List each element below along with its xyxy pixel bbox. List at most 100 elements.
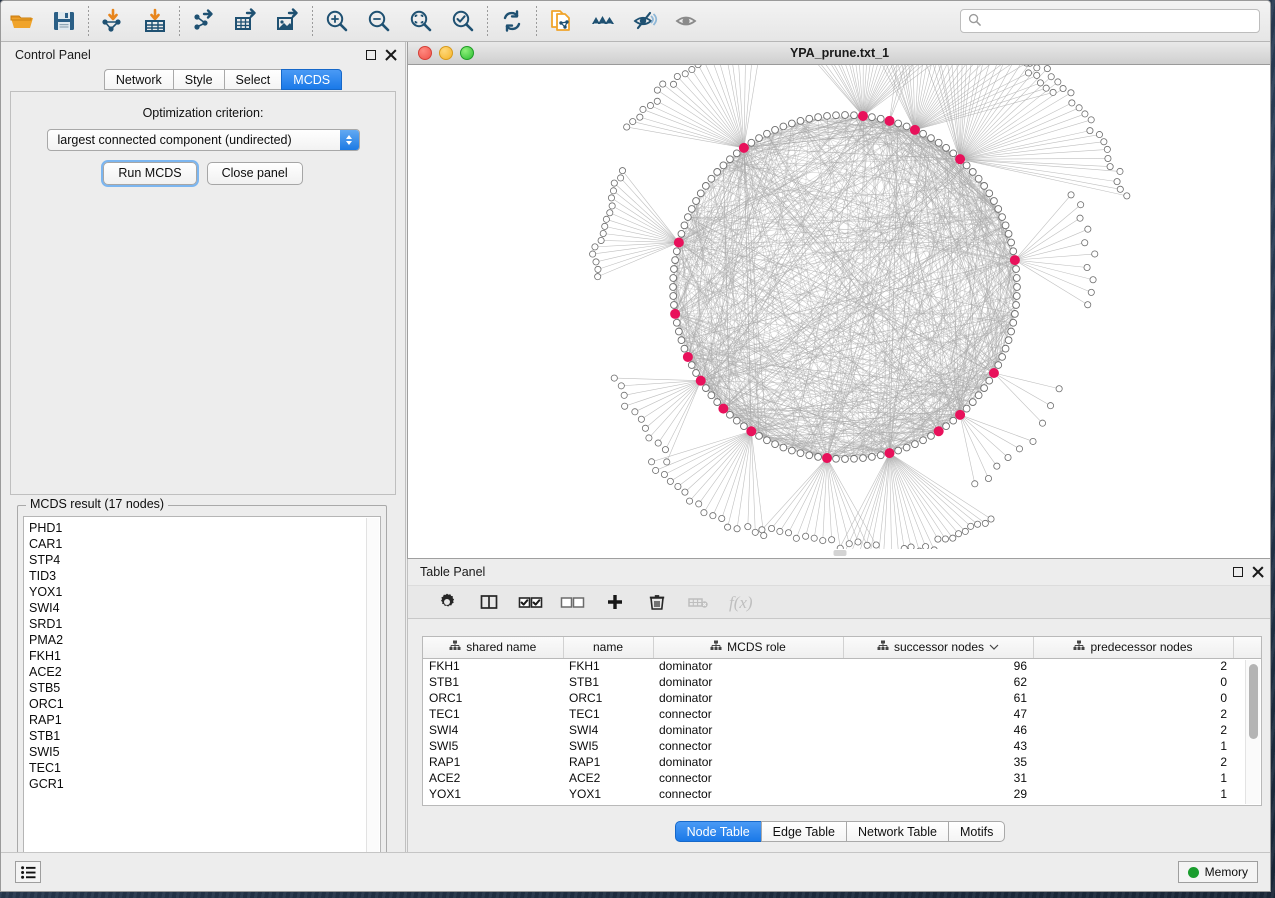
network-node[interactable] <box>962 161 971 170</box>
network-node[interactable] <box>726 410 734 419</box>
network-node[interactable] <box>1091 250 1099 258</box>
network-node[interactable] <box>902 443 911 452</box>
save-icon[interactable] <box>43 1 85 41</box>
network-node[interactable] <box>707 391 716 400</box>
network-node[interactable] <box>680 344 689 353</box>
network-node[interactable] <box>747 138 756 147</box>
network-node[interactable] <box>863 541 871 549</box>
task-list-icon[interactable] <box>15 861 41 883</box>
network-node[interactable] <box>695 500 703 508</box>
tab-motifs[interactable]: Motifs <box>947 820 1006 842</box>
network-node[interactable] <box>674 482 682 490</box>
network-node[interactable] <box>1023 65 1030 67</box>
network-node[interactable] <box>713 398 722 406</box>
network-node[interactable] <box>805 451 814 460</box>
import-table-icon[interactable] <box>134 1 176 41</box>
column-header-predecessor-nodes[interactable]: predecessor nodes <box>1033 637 1234 659</box>
zoom-fit-icon[interactable] <box>400 1 442 41</box>
column-header-successor-nodes[interactable]: successor nodes <box>843 637 1034 659</box>
network-node[interactable] <box>686 497 694 505</box>
network-node[interactable] <box>984 474 992 482</box>
sort-descending-icon[interactable] <box>989 640 999 654</box>
network-node[interactable] <box>779 443 788 452</box>
network-node[interactable] <box>1012 274 1021 282</box>
network-node[interactable] <box>621 402 629 410</box>
column-header-name[interactable]: name <box>563 637 654 659</box>
split-columns-icon[interactable] <box>468 586 510 618</box>
network-node[interactable] <box>601 222 609 230</box>
network-node[interactable] <box>845 540 853 548</box>
network-node[interactable] <box>1084 301 1092 309</box>
network-node[interactable] <box>744 523 752 531</box>
network-node[interactable] <box>677 336 686 345</box>
network-node[interactable] <box>659 80 667 88</box>
network-node[interactable] <box>755 432 763 440</box>
network-node[interactable] <box>623 123 631 131</box>
mcds-result-scrollbar[interactable] <box>366 518 379 871</box>
network-node[interactable] <box>828 536 836 544</box>
network-node[interactable] <box>1029 437 1037 445</box>
network-node[interactable] <box>949 149 958 158</box>
network-node[interactable] <box>609 187 617 195</box>
close-panel-button[interactable]: Close panel <box>206 162 303 185</box>
network-node[interactable] <box>876 114 885 123</box>
network-node-selected[interactable] <box>718 403 729 414</box>
network-node[interactable] <box>681 70 689 78</box>
network-node[interactable] <box>859 454 867 462</box>
network-node[interactable] <box>648 458 656 466</box>
network-node[interactable] <box>974 391 983 400</box>
network-node[interactable] <box>949 416 958 425</box>
network-node[interactable] <box>894 119 903 128</box>
network-node[interactable] <box>810 534 818 542</box>
network-node-selected[interactable] <box>955 409 966 420</box>
network-node[interactable] <box>934 138 943 147</box>
network-node[interactable] <box>653 86 661 94</box>
network-node[interactable] <box>1084 225 1092 233</box>
import-network-icon[interactable] <box>92 1 134 41</box>
network-node-selected[interactable] <box>988 367 999 378</box>
network-node[interactable] <box>785 529 793 537</box>
network-node[interactable] <box>980 182 989 190</box>
network-node[interactable] <box>607 194 615 202</box>
network-node[interactable] <box>1087 116 1095 124</box>
tab-network[interactable]: Network <box>103 69 173 90</box>
mcds-result-item[interactable]: CAR1 <box>29 537 63 551</box>
network-node[interactable] <box>675 327 683 336</box>
network-node[interactable] <box>949 534 957 542</box>
network-node[interactable] <box>919 129 927 138</box>
network-node[interactable] <box>692 197 700 205</box>
network-node[interactable] <box>927 134 935 142</box>
mcds-result-list[interactable]: PHD1 CAR1 STP4 TID3 YOX1 SWI4 SRD1 PMA2 FKH1 ACE2… <box>23 516 381 873</box>
network-node[interactable] <box>696 189 705 198</box>
network-node-selected[interactable] <box>682 351 693 362</box>
network-node[interactable] <box>1009 247 1018 256</box>
tab-style[interactable]: Style <box>172 69 224 90</box>
network-node[interactable] <box>1042 84 1050 92</box>
network-node-selected[interactable] <box>670 308 681 319</box>
network-node[interactable] <box>1043 65 1051 73</box>
table-vertical-scrollbar[interactable] <box>1245 660 1260 804</box>
mcds-result-item[interactable]: RAP1 <box>29 713 62 727</box>
network-node[interactable] <box>1047 73 1055 81</box>
table-row[interactable]: PHD1PHD1dominator180 <box>423 802 1261 805</box>
network-node[interactable] <box>771 126 779 134</box>
network-node[interactable] <box>763 129 771 138</box>
network-node[interactable] <box>934 535 942 543</box>
network-node[interactable] <box>1076 214 1084 222</box>
network-node-selected[interactable] <box>909 124 920 135</box>
table-row[interactable]: RAP1 RAP1 dominator 35 2 <box>423 754 1261 770</box>
network-node[interactable] <box>998 353 1006 361</box>
maximize-window-button[interactable] <box>460 46 474 60</box>
network-node[interactable] <box>755 134 763 142</box>
network-node[interactable] <box>594 265 602 273</box>
column-header-shared-name[interactable]: shared name <box>423 637 564 659</box>
network-node[interactable] <box>961 527 969 535</box>
network-node[interactable] <box>987 515 995 523</box>
network-node[interactable] <box>751 528 759 536</box>
network-node[interactable] <box>687 205 696 213</box>
network-node[interactable] <box>618 167 626 175</box>
table-row[interactable]: TEC1 TEC1 connector 47 2 <box>423 706 1261 722</box>
network-node[interactable] <box>681 488 689 496</box>
network-node-selected[interactable] <box>955 154 966 165</box>
network-node[interactable] <box>701 384 710 392</box>
